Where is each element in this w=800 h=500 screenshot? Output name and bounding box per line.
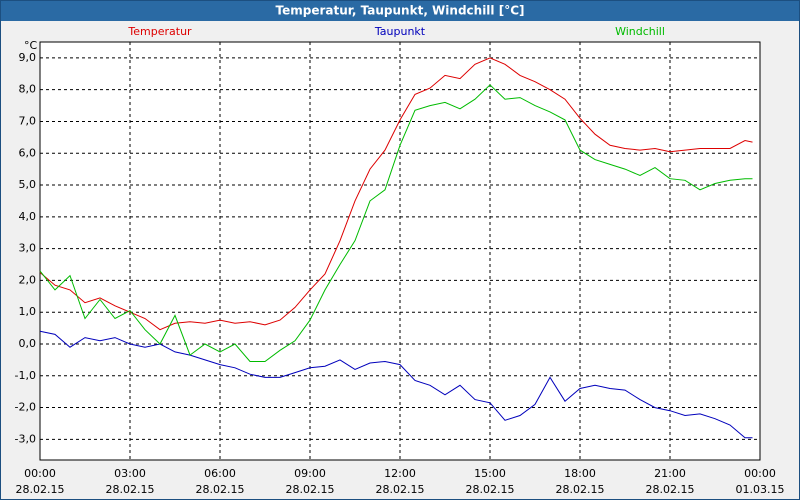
x-tick-label: 09:00	[294, 467, 326, 480]
y-tick-label: -1,0	[15, 369, 36, 382]
y-tick-label: 9,0	[19, 51, 37, 64]
x-tick-date: 01.03.15	[736, 483, 785, 496]
x-tick-date: 28.02.15	[466, 483, 515, 496]
y-tick-label: 2,0	[19, 273, 37, 286]
x-tick-label: 03:00	[114, 467, 146, 480]
x-tick-date: 28.02.15	[376, 483, 425, 496]
x-tick-label: 12:00	[384, 467, 416, 480]
y-tick-label: 5,0	[19, 178, 37, 191]
x-tick-date: 28.02.15	[646, 483, 695, 496]
x-tick-label: 15:00	[474, 467, 506, 480]
x-tick-date: 28.02.15	[556, 483, 605, 496]
x-tick-label: 00:00	[744, 467, 776, 480]
y-tick-label: 4,0	[19, 210, 37, 223]
series-line	[39, 84, 753, 362]
title-bar	[1, 1, 799, 21]
chart-title: Temperatur, Taupunkt, Windchill [°C]	[276, 4, 525, 18]
y-tick-label: 1,0	[19, 305, 37, 318]
y-tick-label: 8,0	[19, 83, 37, 96]
legend-label: Windchill	[615, 25, 665, 38]
y-tick-label: 0,0	[19, 337, 37, 350]
y-tick-label: 3,0	[19, 242, 37, 255]
plot-frame	[39, 41, 761, 461]
x-tick-label: 18:00	[564, 467, 596, 480]
y-tick-label: 6,0	[19, 146, 37, 159]
x-tick-date: 28.02.15	[16, 483, 65, 496]
x-tick-date: 28.02.15	[196, 483, 245, 496]
x-tick-label: 21:00	[654, 467, 686, 480]
series-line	[39, 57, 753, 331]
x-tick-label: 00:00	[24, 467, 56, 480]
x-tick-date: 28.02.15	[106, 483, 155, 496]
y-unit: °C	[24, 39, 38, 52]
y-tick-label: -2,0	[15, 401, 36, 414]
y-tick-label: -3,0	[15, 432, 36, 445]
y-tick-label: 7,0	[19, 114, 37, 127]
legend-label: Temperatur	[127, 25, 192, 38]
x-tick-date: 28.02.15	[286, 483, 335, 496]
legend-label: Taupunkt	[374, 25, 426, 38]
x-tick-label: 06:00	[204, 467, 236, 480]
